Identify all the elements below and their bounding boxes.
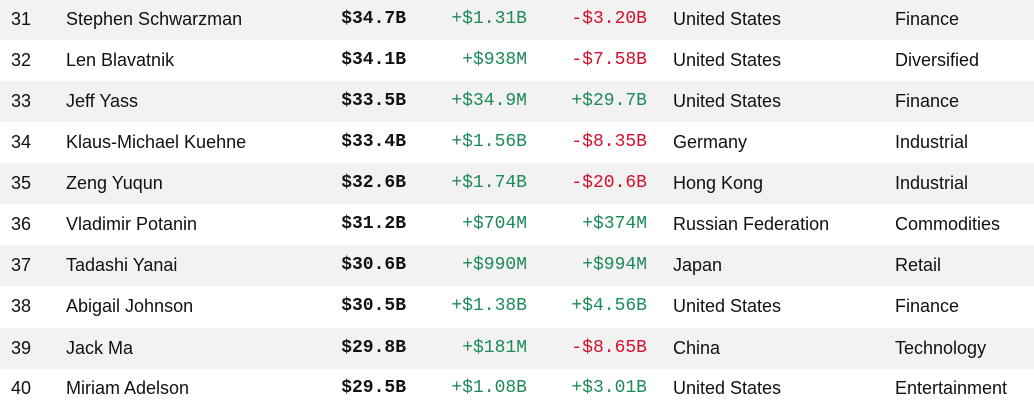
name-link[interactable]: Jeff Yass: [66, 91, 139, 111]
table-row[interactable]: 37 Tadashi Yanai $30.6B +$990M +$994M Ja…: [0, 245, 1034, 286]
industry-cell: Entertainment: [895, 378, 1008, 398]
table-row[interactable]: 33 Jeff Yass $33.5B +$34.9M +$29.7B Unit…: [0, 81, 1034, 122]
name-link[interactable]: Jack Ma: [66, 338, 134, 358]
country-cell: United States: [673, 91, 782, 111]
net-worth-cell: $32.6B: [341, 173, 406, 193]
table-row[interactable]: 32 Len Blavatnik $34.1B +$938M -$7.58B U…: [0, 40, 1034, 81]
ytd-change-cell: -$20.6B: [571, 173, 647, 193]
rank-cell: 31: [11, 9, 32, 29]
country-cell: Russian Federation: [673, 214, 830, 234]
table-row[interactable]: 38 Abigail Johnson $30.5B +$1.38B +$4.56…: [0, 286, 1034, 327]
industry-cell: Finance: [895, 9, 960, 29]
net-worth-cell: $29.5B: [341, 378, 406, 398]
ytd-change-cell: -$8.65B: [571, 338, 647, 358]
rank-cell: 36: [11, 214, 32, 234]
country-cell: United States: [673, 50, 782, 70]
net-worth-cell: $34.1B: [341, 50, 406, 70]
name-link[interactable]: Miriam Adelson: [66, 378, 190, 398]
net-worth-cell: $33.5B: [341, 91, 406, 111]
industry-cell: Industrial: [895, 132, 969, 152]
ytd-change-cell: +$3.01B: [571, 378, 647, 398]
country-cell: Japan: [673, 255, 723, 275]
table-row[interactable]: 36 Vladimir Potanin $31.2B +$704M +$374M…: [0, 204, 1034, 245]
country-cell: United States: [673, 9, 782, 29]
last-change-cell: +$990M: [462, 255, 527, 275]
ytd-change-cell: -$7.58B: [571, 50, 647, 70]
name-link[interactable]: Tadashi Yanai: [66, 255, 178, 275]
country-cell: United States: [673, 378, 782, 398]
ytd-change-cell: +$374M: [582, 214, 647, 234]
table-row[interactable]: 34 Klaus-Michael Kuehne $33.4B +$1.56B -…: [0, 122, 1034, 163]
last-change-cell: +$1.31B: [451, 9, 527, 29]
last-change-cell: +$704M: [462, 214, 527, 234]
net-worth-cell: $34.7B: [341, 9, 406, 29]
last-change-cell: +$938M: [462, 50, 527, 70]
ytd-change-cell: -$3.20B: [571, 9, 647, 29]
rank-cell: 39: [11, 338, 32, 358]
rank-cell: 37: [11, 255, 32, 275]
last-change-cell: +$1.08B: [451, 378, 527, 398]
industry-cell: Finance: [895, 91, 960, 111]
rank-cell: 35: [11, 173, 32, 193]
name-link[interactable]: Stephen Schwarzman: [66, 9, 243, 29]
ytd-change-cell: -$8.35B: [571, 132, 647, 152]
table-row[interactable]: 39 Jack Ma $29.8B +$181M -$8.65B China T…: [0, 328, 1034, 369]
industry-cell: Diversified: [895, 50, 980, 70]
table-row[interactable]: 40 Miriam Adelson $29.5B +$1.08B +$3.01B…: [0, 368, 1034, 408]
country-cell: Hong Kong: [673, 173, 764, 193]
net-worth-cell: $30.6B: [341, 255, 406, 275]
ytd-change-cell: +$994M: [582, 255, 647, 275]
name-link[interactable]: Abigail Johnson: [66, 296, 194, 316]
last-change-cell: +$1.56B: [451, 132, 527, 152]
name-link[interactable]: Zeng Yuqun: [66, 173, 163, 193]
net-worth-cell: $31.2B: [341, 214, 406, 234]
last-change-cell: +$1.38B: [451, 296, 527, 316]
rank-cell: 38: [11, 296, 32, 316]
country-cell: China: [673, 338, 721, 358]
industry-cell: Finance: [895, 296, 960, 316]
industry-cell: Retail: [895, 255, 942, 275]
country-cell: Germany: [673, 132, 748, 152]
ytd-change-cell: +$4.56B: [571, 296, 647, 316]
net-worth-cell: $30.5B: [341, 296, 406, 316]
last-change-cell: +$181M: [462, 338, 527, 358]
last-change-cell: +$1.74B: [451, 173, 527, 193]
rank-cell: 40: [11, 378, 32, 398]
net-worth-cell: $29.8B: [341, 338, 406, 358]
name-link[interactable]: Klaus-Michael Kuehne: [66, 132, 247, 152]
table-row[interactable]: 31 Stephen Schwarzman $34.7B +$1.31B -$3…: [0, 0, 1034, 40]
ytd-change-cell: +$29.7B: [571, 91, 647, 111]
name-link[interactable]: Len Blavatnik: [66, 50, 175, 70]
table-row[interactable]: 35 Zeng Yuqun $32.6B +$1.74B -$20.6B Hon…: [0, 163, 1034, 204]
industry-cell: Technology: [895, 338, 987, 358]
country-cell: United States: [673, 296, 782, 316]
industry-cell: Industrial: [895, 173, 969, 193]
last-change-cell: +$34.9M: [451, 91, 527, 111]
rank-cell: 33: [11, 91, 32, 111]
industry-cell: Commodities: [895, 214, 1001, 234]
name-link[interactable]: Vladimir Potanin: [66, 214, 198, 234]
rank-cell: 34: [11, 132, 32, 152]
rank-cell: 32: [11, 50, 32, 70]
net-worth-cell: $33.4B: [341, 132, 406, 152]
